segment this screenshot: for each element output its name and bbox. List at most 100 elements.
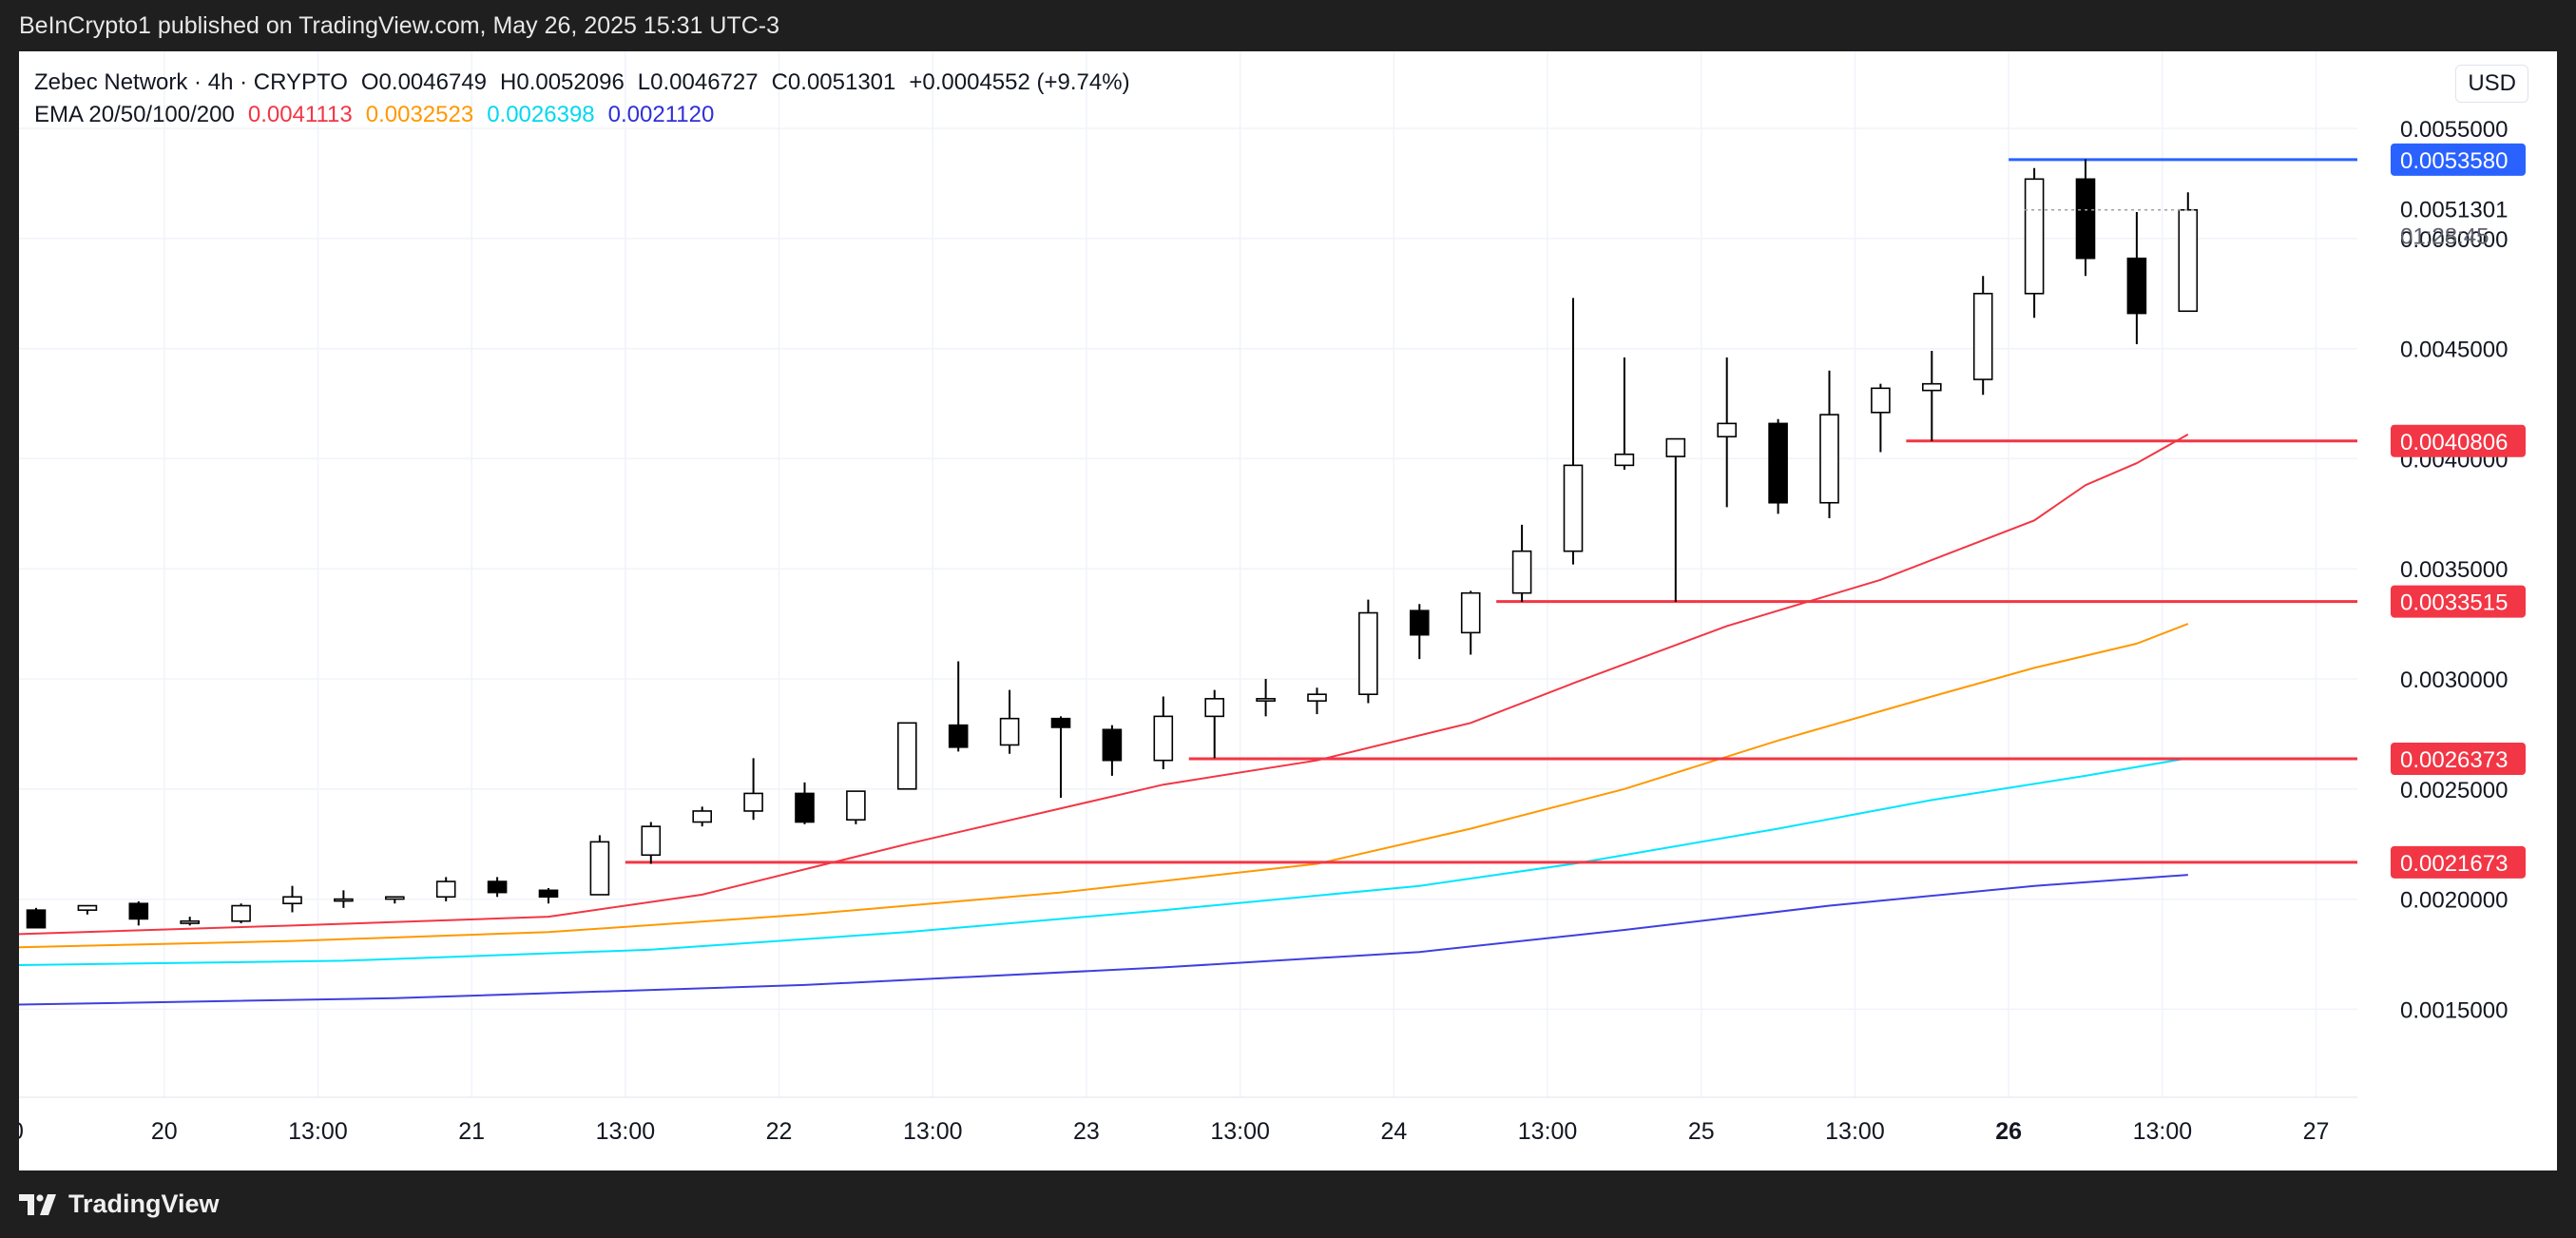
candle xyxy=(641,822,662,864)
candle xyxy=(1871,383,1891,453)
footer-bar: TradingView xyxy=(0,1170,2576,1238)
candle-body xyxy=(589,841,610,896)
candle xyxy=(2024,167,2045,319)
candle-body xyxy=(2024,178,2045,295)
candle-body xyxy=(538,889,559,899)
candle-body xyxy=(1050,717,1071,728)
candle xyxy=(1511,524,1532,602)
price-tick-label: 0.0025000 xyxy=(2400,778,2508,803)
candle xyxy=(128,900,149,926)
candle-body xyxy=(1204,698,1224,718)
price-tick-label: 0.0050000 xyxy=(2400,227,2508,253)
candle-body xyxy=(1614,453,1635,467)
candle xyxy=(1050,716,1071,799)
candle-body xyxy=(231,904,251,922)
candle-body xyxy=(487,880,508,894)
price-tag-label: 0.0040806 xyxy=(2400,430,2508,455)
candle xyxy=(1768,418,1788,514)
candle-body xyxy=(795,792,815,823)
candle-body xyxy=(2178,208,2199,313)
time-axis: 00 20 13:00 21 13:00 22 13:00 23 13:00 24 13:00 25 1… xyxy=(19,1118,2329,1145)
price-tick-label: 0.0015000 xyxy=(2400,997,2508,1023)
candle xyxy=(2126,212,2147,344)
candle xyxy=(1410,604,1430,660)
published-text: BeInCrypto1 published on TradingView.com… xyxy=(19,11,779,39)
candle-body xyxy=(846,790,866,822)
candle-body xyxy=(692,810,713,823)
candle-body xyxy=(1871,387,1891,414)
candle xyxy=(1460,590,1481,655)
ohlc-row: Zebec Network · 4h · CRYPTO O0.0046749 H… xyxy=(34,67,1130,99)
price-tag-0.0053580 xyxy=(2391,143,2526,176)
candle xyxy=(1358,599,1378,704)
candle xyxy=(2075,159,2096,277)
candle-body xyxy=(1153,715,1174,762)
candle-body xyxy=(1922,382,1942,392)
grid-lines xyxy=(19,51,2357,1097)
price-tag-label: 0.0021673 xyxy=(2400,851,2508,877)
ema100-value: 0.0026398 xyxy=(487,102,595,127)
currency-selector[interactable]: USD xyxy=(2455,65,2528,103)
ema50-value: 0.0032523 xyxy=(365,102,474,127)
tradingview-brand[interactable]: TradingView xyxy=(19,1190,220,1219)
candle-body xyxy=(1307,693,1327,702)
candle xyxy=(1972,276,1993,396)
candle xyxy=(2178,192,2199,313)
publisher-bar: BeInCrypto1 published on TradingView.com… xyxy=(0,0,2576,51)
candle xyxy=(948,661,969,752)
ema200-value: 0.0021120 xyxy=(607,102,715,127)
candle xyxy=(1153,696,1174,769)
time-tick-label: 13:00 xyxy=(1518,1118,1578,1145)
price-tick-label: 0.0055000 xyxy=(2400,117,2508,143)
candle-body xyxy=(1460,591,1481,634)
ema-50-line xyxy=(19,623,2189,949)
candle-body xyxy=(1717,422,1737,438)
high-value: H0.0052096 xyxy=(500,69,625,95)
candle-body xyxy=(1972,292,1993,380)
candle xyxy=(538,888,559,904)
ema-100-line xyxy=(19,757,2188,966)
ema-20-line xyxy=(19,434,2189,936)
time-tick-label: 21 xyxy=(458,1118,485,1145)
candle-body xyxy=(1511,550,1532,594)
price-tag-0.0021673 xyxy=(2391,845,2526,879)
candle xyxy=(1819,370,1839,518)
ema-label[interactable]: EMA 20/50/100/200 xyxy=(34,102,235,127)
candle xyxy=(795,782,815,824)
time-tick-label: 22 xyxy=(766,1118,793,1145)
ema-row: EMA 20/50/100/200 0.0041113 0.0032523 0.… xyxy=(34,99,1130,131)
time-tick-label: 13:00 xyxy=(596,1118,656,1145)
price-tag-0.0026373 xyxy=(2391,742,2526,775)
candle-body xyxy=(999,717,1020,746)
symbol-title[interactable]: Zebec Network · 4h · CRYPTO xyxy=(34,69,348,95)
price-tag-0.0040806 xyxy=(2391,424,2526,457)
countdown-label: 01:28:45 xyxy=(2400,224,2489,250)
candle-body xyxy=(1768,422,1788,504)
chart-panel[interactable]: 0.0015000 0.0020000 0.0025000 0.0030000 0.00… xyxy=(19,51,2557,1170)
candle-body xyxy=(1563,464,1584,552)
candle-body xyxy=(948,724,969,748)
price-tag-label: 0.0053580 xyxy=(2400,148,2508,174)
candle xyxy=(1204,689,1224,759)
candle-body xyxy=(743,792,763,812)
last-price-label: 0.0051301 xyxy=(2400,198,2508,223)
price-tag-0.0033515 xyxy=(2391,585,2526,618)
time-tick-label: 24 xyxy=(1380,1118,1407,1145)
candle xyxy=(743,758,763,821)
price-axis: 0.0015000 0.0020000 0.0025000 0.0030000 0.00… xyxy=(2391,117,2526,1023)
price-chart[interactable]: 0.0015000 0.0020000 0.0025000 0.0030000 0.00… xyxy=(19,51,2557,1170)
candle-body xyxy=(641,825,662,857)
candle xyxy=(1307,687,1327,715)
candle-body xyxy=(128,902,149,920)
candle-body xyxy=(1665,437,1686,457)
time-tick-label: 25 xyxy=(1688,1118,1715,1145)
candle xyxy=(1922,350,1942,441)
time-tick-label: 27 xyxy=(2303,1118,2330,1145)
candle xyxy=(896,722,917,790)
price-tag-label: 0.0033515 xyxy=(2400,590,2508,616)
candle xyxy=(77,904,98,915)
candle-body xyxy=(77,904,98,911)
candle-body xyxy=(2075,178,2096,260)
price-tick-label: 0.0035000 xyxy=(2400,557,2508,583)
time-tick-label: 23 xyxy=(1073,1118,1100,1145)
